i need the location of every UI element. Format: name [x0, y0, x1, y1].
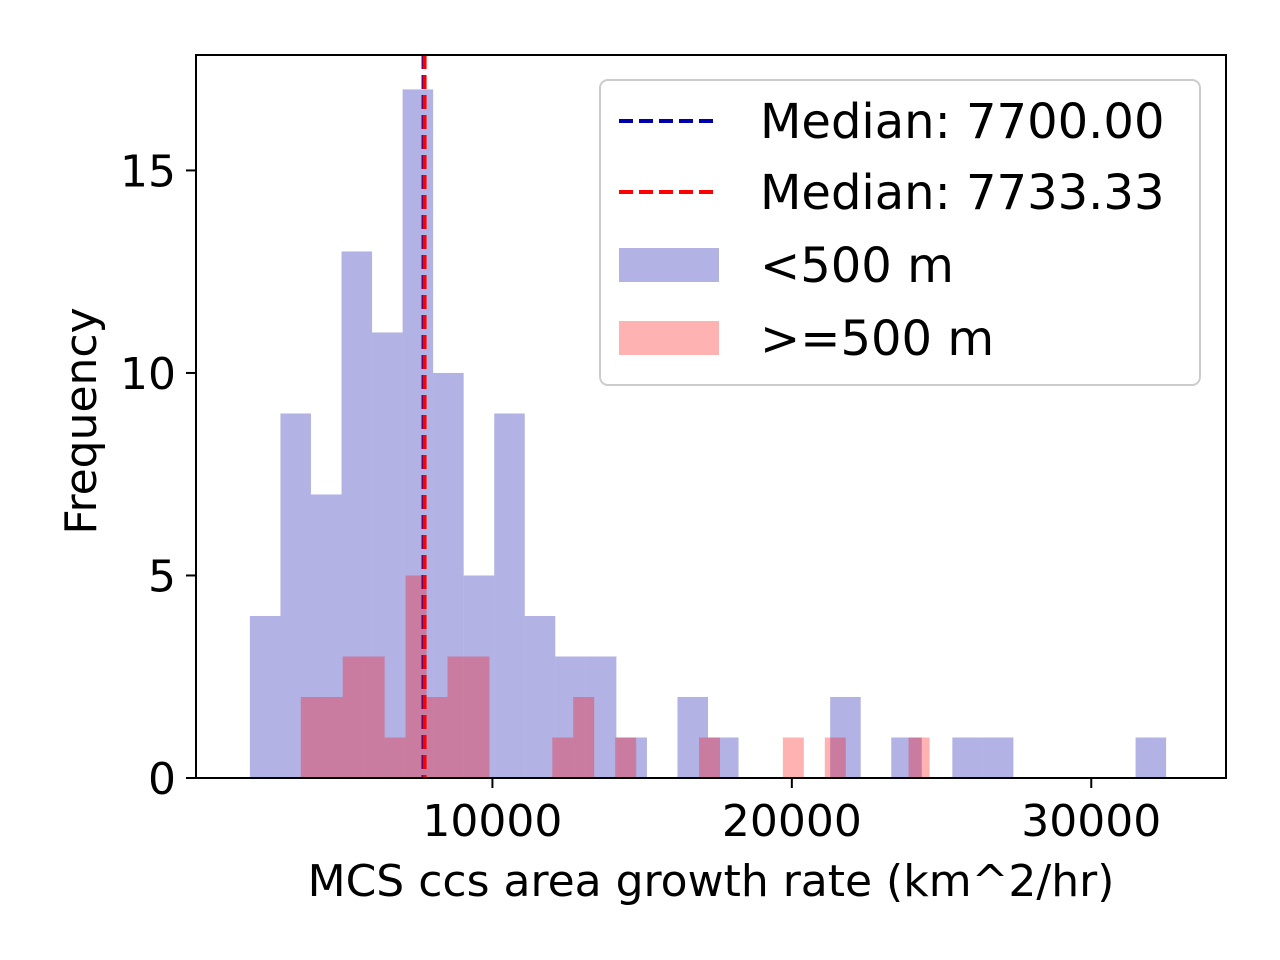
- legend-below-500m-swatch: [619, 248, 719, 282]
- legend-median-red-label: Median: 7733.33: [760, 165, 1165, 221]
- histogram-bar: [426, 696, 448, 778]
- histogram-bar: [782, 737, 804, 778]
- histogram-bar: [468, 656, 490, 778]
- histogram-bar: [249, 615, 281, 778]
- plot-frame: [195, 54, 1227, 779]
- histogram-bar: [310, 494, 342, 778]
- y-tick-label: 0: [148, 754, 176, 805]
- x-tick-label: 30000: [1021, 796, 1161, 847]
- histogram-bar: [280, 413, 311, 778]
- histogram-bar: [321, 696, 343, 778]
- histogram-bar: [585, 656, 617, 778]
- x-tick-label: 20000: [722, 796, 862, 847]
- histogram-bar: [524, 615, 556, 778]
- y-axis: 0 5 10 15: [120, 146, 196, 805]
- x-axis: 10000 20000 30000: [422, 778, 1161, 847]
- histogram-bar: [402, 89, 434, 778]
- histogram-bar: [952, 737, 983, 778]
- histogram-bar: [677, 696, 709, 778]
- histogram-bar: [908, 737, 930, 778]
- y-tick-label: 10: [120, 349, 176, 400]
- histogram-bar: [405, 575, 427, 778]
- histogram-bar: [363, 656, 385, 778]
- histogram-bar: [616, 737, 647, 778]
- histogram-bar: [384, 737, 406, 778]
- histogram-bar: [433, 372, 464, 778]
- x-tick-label: 10000: [422, 796, 562, 847]
- histogram-bar: [824, 737, 846, 778]
- y-tick-label: 15: [120, 146, 176, 197]
- legend-median-blue-label: Median: 7700.00: [760, 94, 1165, 150]
- legend-box: [599, 79, 1201, 386]
- histogram-bar: [982, 737, 1014, 778]
- histogram-bar: [447, 656, 469, 778]
- histogram-bar: [372, 332, 403, 778]
- median-lines: [421, 55, 427, 778]
- histogram-bar: [552, 737, 574, 778]
- histogram-bar: [573, 696, 595, 778]
- legend-below-500m-label: <500 m: [760, 238, 954, 294]
- histogram-bar: [699, 737, 720, 778]
- y-tick-label: 5: [148, 551, 176, 602]
- histogram-bar: [463, 575, 495, 778]
- histogram-bar: [1135, 737, 1167, 778]
- y-axis-label: Frequency: [56, 307, 107, 534]
- series-below-500m-bars: [249, 89, 1167, 778]
- histogram-bar: [615, 737, 637, 778]
- histogram-bar: [555, 656, 586, 778]
- histogram-bar: [300, 696, 322, 778]
- x-axis-label: MCS ccs area growth rate (km^2/hr): [308, 856, 1115, 907]
- series-above-500m-bars: [300, 575, 930, 778]
- legend-above-500m-swatch: [619, 321, 719, 355]
- histogram-bar: [341, 251, 373, 778]
- histogram-bar: [494, 413, 525, 778]
- histogram-bar: [342, 656, 364, 778]
- histogram-bar: [708, 737, 739, 778]
- legend: Median: 7700.00 Median: 7733.33 <500 m >…: [599, 79, 1201, 386]
- legend-above-500m-label: >=500 m: [760, 311, 994, 367]
- histogram-bar: [830, 696, 861, 778]
- histogram-bar: [891, 737, 922, 778]
